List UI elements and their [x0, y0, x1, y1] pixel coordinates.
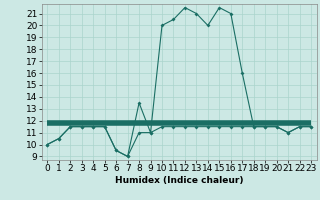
- X-axis label: Humidex (Indice chaleur): Humidex (Indice chaleur): [115, 176, 244, 185]
